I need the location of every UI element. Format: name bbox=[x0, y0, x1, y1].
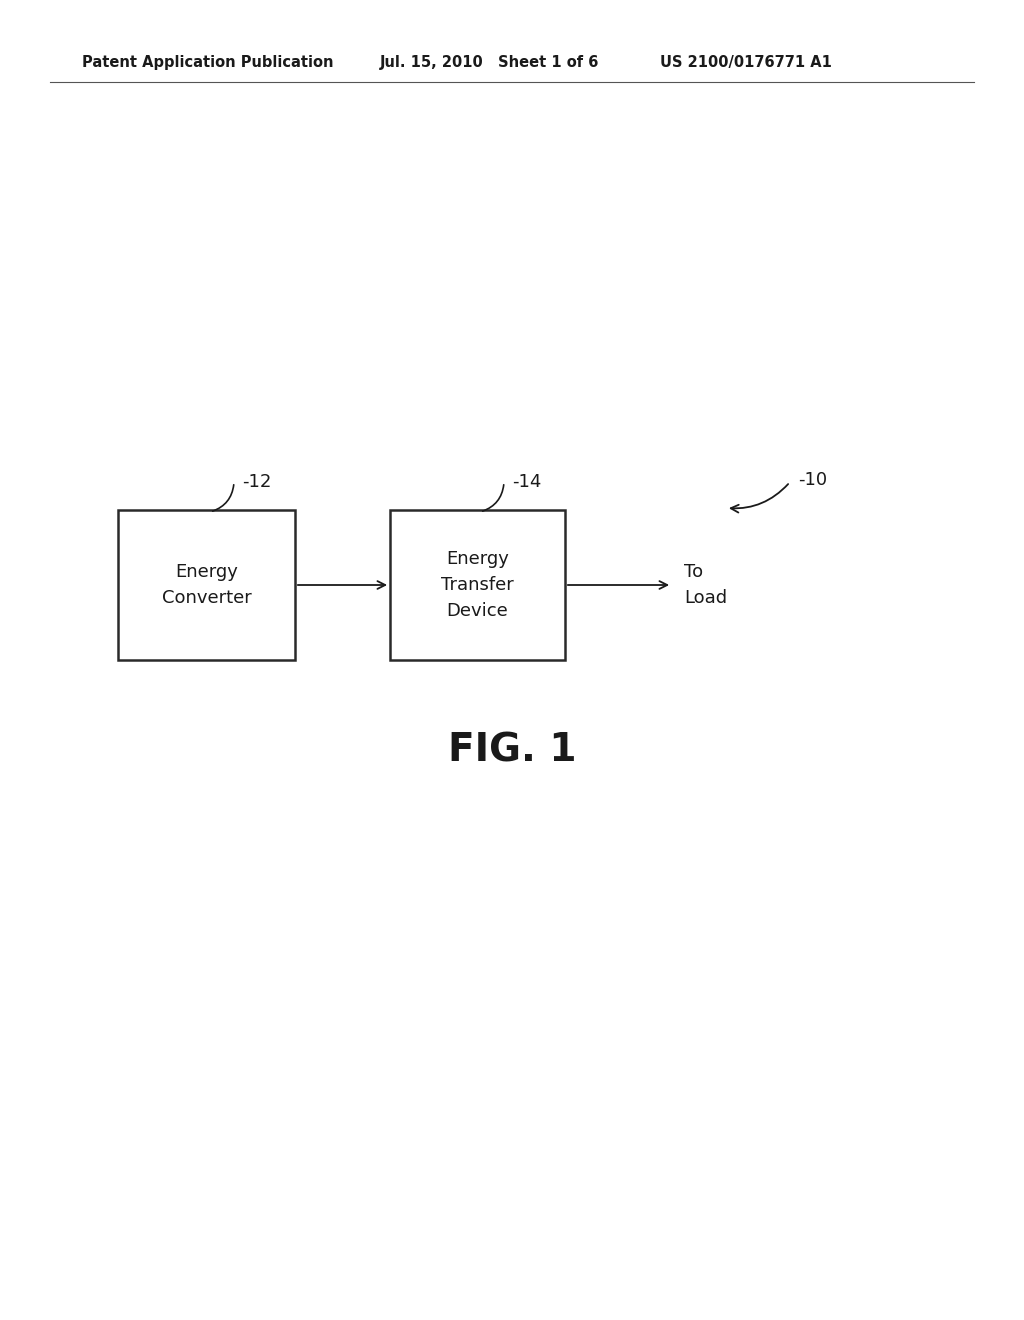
Text: US 2100/0176771 A1: US 2100/0176771 A1 bbox=[660, 54, 831, 70]
Text: -10: -10 bbox=[798, 471, 827, 488]
Text: Energy
Transfer
Device: Energy Transfer Device bbox=[441, 549, 514, 620]
Text: -12: -12 bbox=[242, 473, 271, 491]
Text: Energy
Converter: Energy Converter bbox=[162, 562, 251, 607]
Text: -14: -14 bbox=[512, 473, 542, 491]
Bar bbox=[118, 510, 295, 660]
Text: To
Load: To Load bbox=[684, 562, 727, 607]
Text: FIG. 1: FIG. 1 bbox=[447, 731, 577, 770]
Text: Patent Application Publication: Patent Application Publication bbox=[82, 54, 334, 70]
Text: Jul. 15, 2010   Sheet 1 of 6: Jul. 15, 2010 Sheet 1 of 6 bbox=[380, 54, 599, 70]
Bar bbox=[390, 510, 565, 660]
